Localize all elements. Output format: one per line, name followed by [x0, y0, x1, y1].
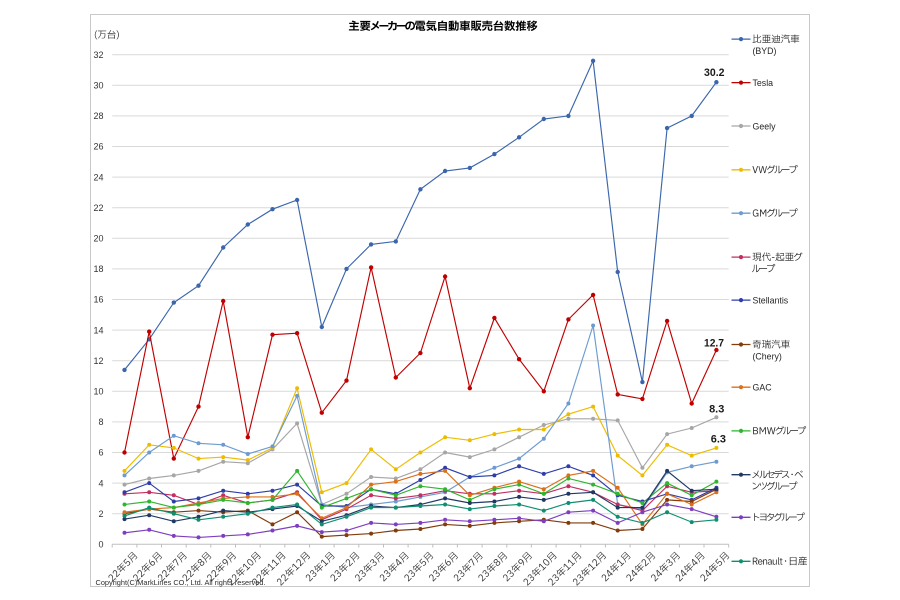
svg-text:12.7: 12.7: [704, 337, 724, 349]
svg-text:24: 24: [93, 172, 103, 182]
svg-text:GAC: GAC: [753, 383, 773, 393]
svg-text:6: 6: [98, 448, 103, 458]
svg-text:12: 12: [93, 356, 103, 366]
svg-text:(Chery): (Chery): [753, 351, 782, 361]
svg-text:2: 2: [98, 509, 103, 519]
svg-text:0: 0: [98, 540, 103, 550]
svg-text:Stellantis: Stellantis: [753, 295, 789, 305]
svg-text:8.3: 8.3: [709, 404, 724, 416]
svg-text:32: 32: [93, 50, 103, 60]
svg-text:26: 26: [93, 142, 103, 152]
svg-text:8: 8: [98, 417, 103, 427]
svg-text:30: 30: [93, 81, 103, 91]
svg-text:22: 22: [93, 203, 103, 213]
svg-text:Copyright(C)MarkLines CO., Ltd: Copyright(C)MarkLines CO., Ltd. All righ…: [96, 578, 266, 587]
svg-text:18: 18: [93, 264, 103, 274]
svg-text:6.3: 6.3: [711, 434, 726, 446]
svg-text:4: 4: [98, 478, 103, 488]
svg-text:10: 10: [93, 387, 103, 397]
svg-text:14: 14: [93, 325, 103, 335]
svg-text:16: 16: [93, 295, 103, 305]
svg-text:Geely: Geely: [753, 121, 777, 131]
svg-text:(BYD): (BYD): [753, 46, 777, 56]
svg-text:20: 20: [93, 234, 103, 244]
svg-text:Tesla: Tesla: [753, 78, 774, 88]
svg-text:30.2: 30.2: [704, 67, 725, 79]
svg-text:28: 28: [93, 111, 103, 121]
